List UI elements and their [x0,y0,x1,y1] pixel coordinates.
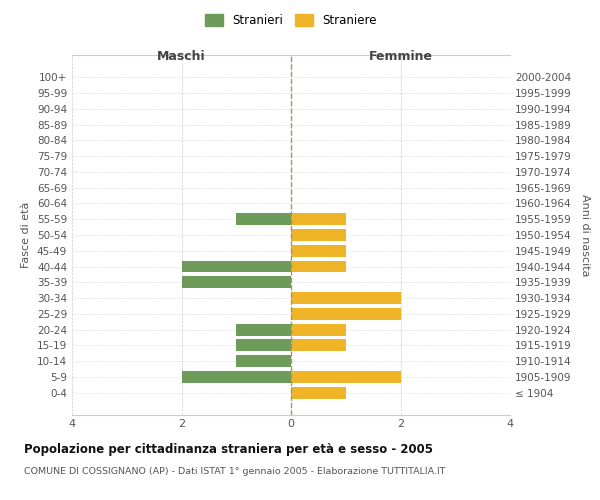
Y-axis label: Anni di nascita: Anni di nascita [580,194,590,276]
Bar [182,276,291,288]
Bar [182,260,291,272]
Legend: Stranieri, Straniere: Stranieri, Straniere [202,10,380,30]
Bar [291,214,346,225]
Bar [291,245,346,256]
Bar [291,260,346,272]
Bar [291,292,401,304]
Bar [236,340,291,351]
Text: Popolazione per cittadinanza straniera per età e sesso - 2005: Popolazione per cittadinanza straniera p… [24,442,433,456]
Bar [291,340,346,351]
Bar [291,308,401,320]
Text: Maschi: Maschi [157,50,206,63]
Text: Femmine: Femmine [368,50,433,63]
Text: COMUNE DI COSSIGNANO (AP) - Dati ISTAT 1° gennaio 2005 - Elaborazione TUTTITALIA: COMUNE DI COSSIGNANO (AP) - Dati ISTAT 1… [24,468,445,476]
Bar [291,324,346,336]
Bar [236,214,291,225]
Bar [236,356,291,367]
Bar [291,387,346,398]
Bar [182,371,291,383]
Bar [236,324,291,336]
Bar [291,371,401,383]
Bar [291,229,346,241]
Y-axis label: Fasce di età: Fasce di età [22,202,31,268]
